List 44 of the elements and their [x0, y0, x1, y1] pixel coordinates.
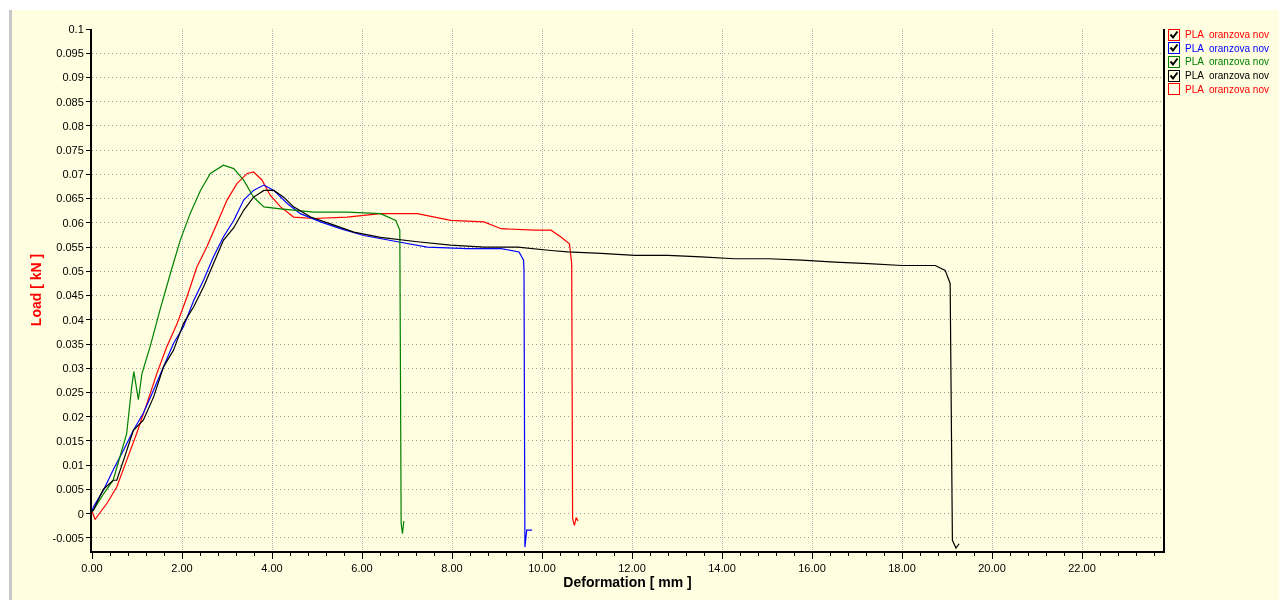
x-tick-label: 20.00 [978, 562, 1006, 575]
y-tick-label: -0.005 [52, 531, 84, 544]
line-series [92, 184, 533, 548]
y-tick-label: 0.015 [56, 434, 84, 447]
y-tick-label: 0.01 [62, 459, 84, 472]
x-tick-label: 14.00 [708, 562, 736, 575]
y-tick-label: 0.02 [62, 410, 84, 423]
x-tick-label: 2.00 [171, 562, 193, 575]
y-tick-label: 0.05 [62, 265, 84, 278]
legend-label: PLA oranzova nov [1185, 29, 1269, 41]
y-tick-label: 0.07 [62, 168, 84, 181]
x-tick-label: 16.00 [798, 562, 826, 575]
y-tick-label: 0.025 [56, 386, 84, 399]
x-tick-label: 22.00 [1068, 562, 1096, 575]
y-tick-label: 0.03 [62, 362, 84, 375]
legend-label: PLA oranzova nov [1185, 56, 1269, 68]
line-series [92, 171, 579, 526]
y-tick-label: 0.1 [68, 22, 84, 35]
x-tick-label: 4.00 [261, 562, 283, 575]
y-tick-label: 0.055 [56, 240, 84, 253]
legend-label: PLA oranzova nov [1185, 70, 1269, 82]
y-axis-title: Load [ kN ] [27, 253, 44, 327]
x-tick-label: 12.00 [618, 562, 646, 575]
y-tick-label: 0.075 [56, 144, 84, 157]
x-tick-label: 6.00 [351, 562, 373, 575]
line-series [92, 164, 405, 535]
y-tick-label: 0.085 [56, 95, 84, 108]
y-tick-label: 0.095 [56, 47, 84, 60]
x-tick-label: 18.00 [888, 562, 916, 575]
legend-label: PLA oranzova nov [1185, 83, 1269, 95]
y-tick-label: 0.005 [56, 483, 84, 496]
x-axis-title: Deformation [ mm ] [563, 574, 692, 591]
y-tick-label: 0.045 [56, 289, 84, 302]
y-tick-label: 0.06 [62, 216, 84, 229]
x-tick-label: 8.00 [441, 562, 463, 575]
x-tick-label: 10.00 [528, 562, 556, 575]
y-tick-label: 0.09 [62, 71, 84, 84]
y-tick-label: 0.065 [56, 192, 84, 205]
y-tick-label: 0.04 [62, 313, 84, 326]
y-tick-label: 0 [77, 507, 84, 520]
legend-label: PLA oranzova nov [1185, 42, 1269, 54]
y-tick-label: 0.08 [62, 119, 84, 132]
y-tick-label: 0.035 [56, 337, 84, 350]
x-tick-label: 0.00 [81, 562, 103, 575]
